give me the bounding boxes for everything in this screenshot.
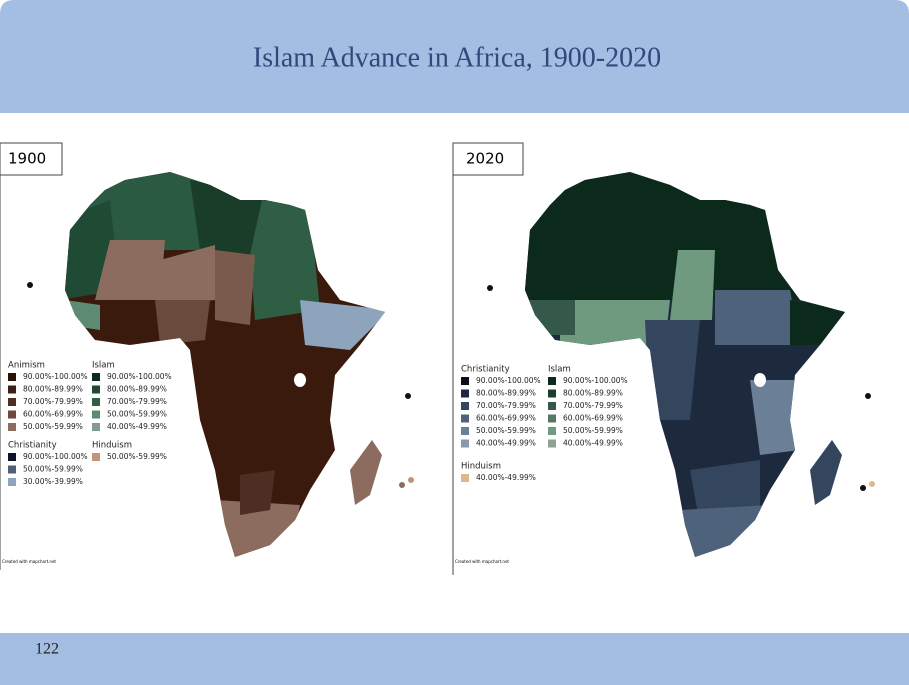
legend-label: 40.00%-49.99% xyxy=(476,473,536,482)
legend-swatch xyxy=(8,465,16,474)
legend-label: 90.00%-100.00% xyxy=(23,452,88,461)
legend-label: 60.00%-69.99% xyxy=(23,410,83,419)
legend-swatch xyxy=(8,478,16,486)
legend-swatch xyxy=(8,398,16,406)
island xyxy=(399,482,405,488)
lake xyxy=(294,373,306,387)
island xyxy=(408,477,414,483)
legend-label: 60.00%-69.99% xyxy=(563,414,623,423)
map-2020: 2020 Created with mapchart.net xyxy=(452,142,875,575)
legend-swatch xyxy=(461,402,469,410)
legend-label: 70.00%-79.99% xyxy=(23,397,83,406)
island xyxy=(865,393,871,399)
legend-swatch xyxy=(461,474,469,482)
madagascar xyxy=(350,440,382,505)
legend-label: 60.00%-69.99% xyxy=(476,414,536,423)
legend-swatch xyxy=(8,410,16,419)
legend-title: Hinduism xyxy=(461,462,501,472)
footer-band xyxy=(0,633,909,685)
legend-label: 40.00%-49.99% xyxy=(107,422,167,431)
legend-swatch xyxy=(548,389,556,398)
island xyxy=(27,282,33,288)
madagascar xyxy=(810,440,842,505)
map-1900: 1900 Created with mapchart.net xyxy=(0,142,414,570)
legend-label: 80.00%-89.99% xyxy=(23,385,83,394)
legend-swatch xyxy=(461,439,469,448)
legend-label: 50.00%-59.99% xyxy=(23,465,83,474)
legend-label: 50.00%-59.99% xyxy=(563,426,623,435)
legend-swatch xyxy=(548,414,556,423)
legend-label: 90.00%-100.00% xyxy=(476,376,541,385)
legend-title: Islam xyxy=(548,365,571,375)
legend-swatch xyxy=(8,423,16,431)
credit: Created with mapchart.net xyxy=(2,559,56,564)
legend-title: Hinduism xyxy=(92,441,132,451)
legend-swatch xyxy=(548,402,556,410)
legend-label: 40.00%-49.99% xyxy=(563,439,623,448)
legend-label: 90.00%-100.00% xyxy=(563,376,628,385)
legend-swatch xyxy=(548,427,556,435)
page-number: 122 xyxy=(35,641,59,658)
legend-label: 50.00%-59.99% xyxy=(476,426,536,435)
island xyxy=(487,285,493,291)
year-label: 2020 xyxy=(466,150,504,168)
slide-title: Islam Advance in Africa, 1900-2020 xyxy=(253,42,661,73)
legend-swatch xyxy=(461,389,469,398)
island xyxy=(860,485,866,491)
legend-swatch xyxy=(92,410,100,419)
legend-title: Animism xyxy=(8,361,45,371)
legend-title: Islam xyxy=(92,361,115,371)
island xyxy=(405,393,411,399)
legend-label: 50.00%-59.99% xyxy=(107,410,167,419)
legend-swatch xyxy=(92,423,100,431)
legend-swatch xyxy=(92,398,100,406)
legend-swatch xyxy=(548,377,556,385)
legend-swatch xyxy=(92,373,100,381)
credit: Created with mapchart.net xyxy=(455,559,509,564)
legend-title: Christianity xyxy=(461,365,510,375)
year-label: 1900 xyxy=(8,150,46,168)
lake xyxy=(754,373,766,387)
legend-label: 40.00%-49.99% xyxy=(476,439,536,448)
legend-label: 70.00%-79.99% xyxy=(107,397,167,406)
legend-label: 30.00%-39.99% xyxy=(23,477,83,486)
year-box xyxy=(452,142,524,176)
legend-label: 90.00%-100.00% xyxy=(23,372,88,381)
legend-swatch xyxy=(461,414,469,423)
legend-label: 70.00%-79.99% xyxy=(476,401,536,410)
legend-title: Christianity xyxy=(8,441,57,451)
legend-label: 90.00%-100.00% xyxy=(107,372,172,381)
legend-label: 50.00%-59.99% xyxy=(23,422,83,431)
legend-swatch xyxy=(8,385,16,394)
legend-swatch xyxy=(92,453,100,461)
legend-label: 70.00%-79.99% xyxy=(563,401,623,410)
legend-swatch xyxy=(548,439,556,448)
legend-swatch xyxy=(461,377,469,385)
legend-label: 80.00%-89.99% xyxy=(107,385,167,394)
legend-label: 50.00%-59.99% xyxy=(107,452,167,461)
legend-label: 80.00%-89.99% xyxy=(476,389,536,398)
legend-label: 80.00%-89.99% xyxy=(563,389,623,398)
header-band xyxy=(0,0,909,113)
island xyxy=(869,481,875,487)
year-box xyxy=(0,142,63,176)
legend-swatch xyxy=(8,453,16,461)
legend-swatch xyxy=(461,427,469,435)
legend-swatch xyxy=(92,385,100,394)
legend-swatch xyxy=(8,373,16,381)
